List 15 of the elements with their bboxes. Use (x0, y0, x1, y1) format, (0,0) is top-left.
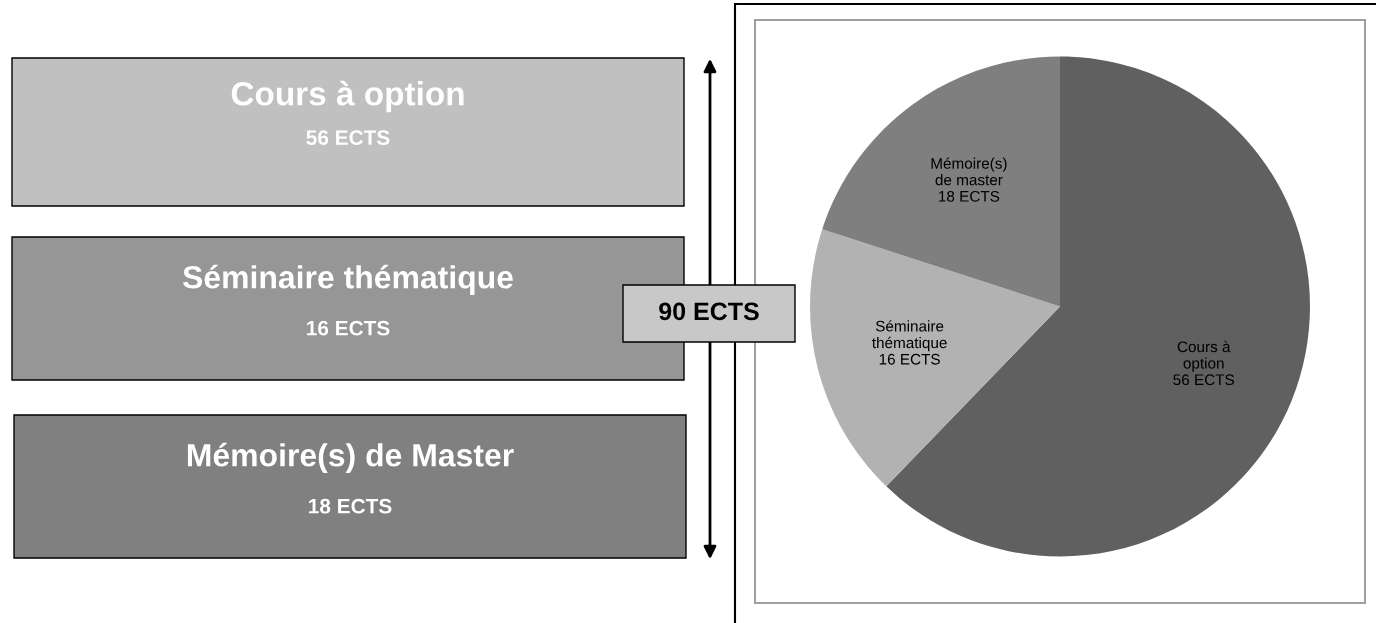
slice-label: Cours à option (1177, 340, 1231, 372)
slice-label: Mémoire(s) de master (931, 157, 1007, 186)
data-label: 18 ECTS (939, 190, 1000, 202)
text: 90 ECTS (659, 302, 759, 321)
text: 16 ECTS (307, 320, 390, 336)
data-label: 56 ECTS (1173, 374, 1235, 386)
pie-slice (810, 229, 1060, 487)
text: 56 ECTS (306, 130, 390, 145)
pie-slice (822, 56, 1060, 307)
category-label: Séminaire thématique (182, 264, 513, 295)
category-label: Cours à option (231, 80, 464, 113)
slice-label: Séminaire thématique (872, 320, 947, 352)
category-label: Mémoire(s) de Master (187, 442, 514, 473)
data-label: 16 ECTS (879, 353, 940, 365)
text: 18 ECTS (309, 498, 392, 514)
